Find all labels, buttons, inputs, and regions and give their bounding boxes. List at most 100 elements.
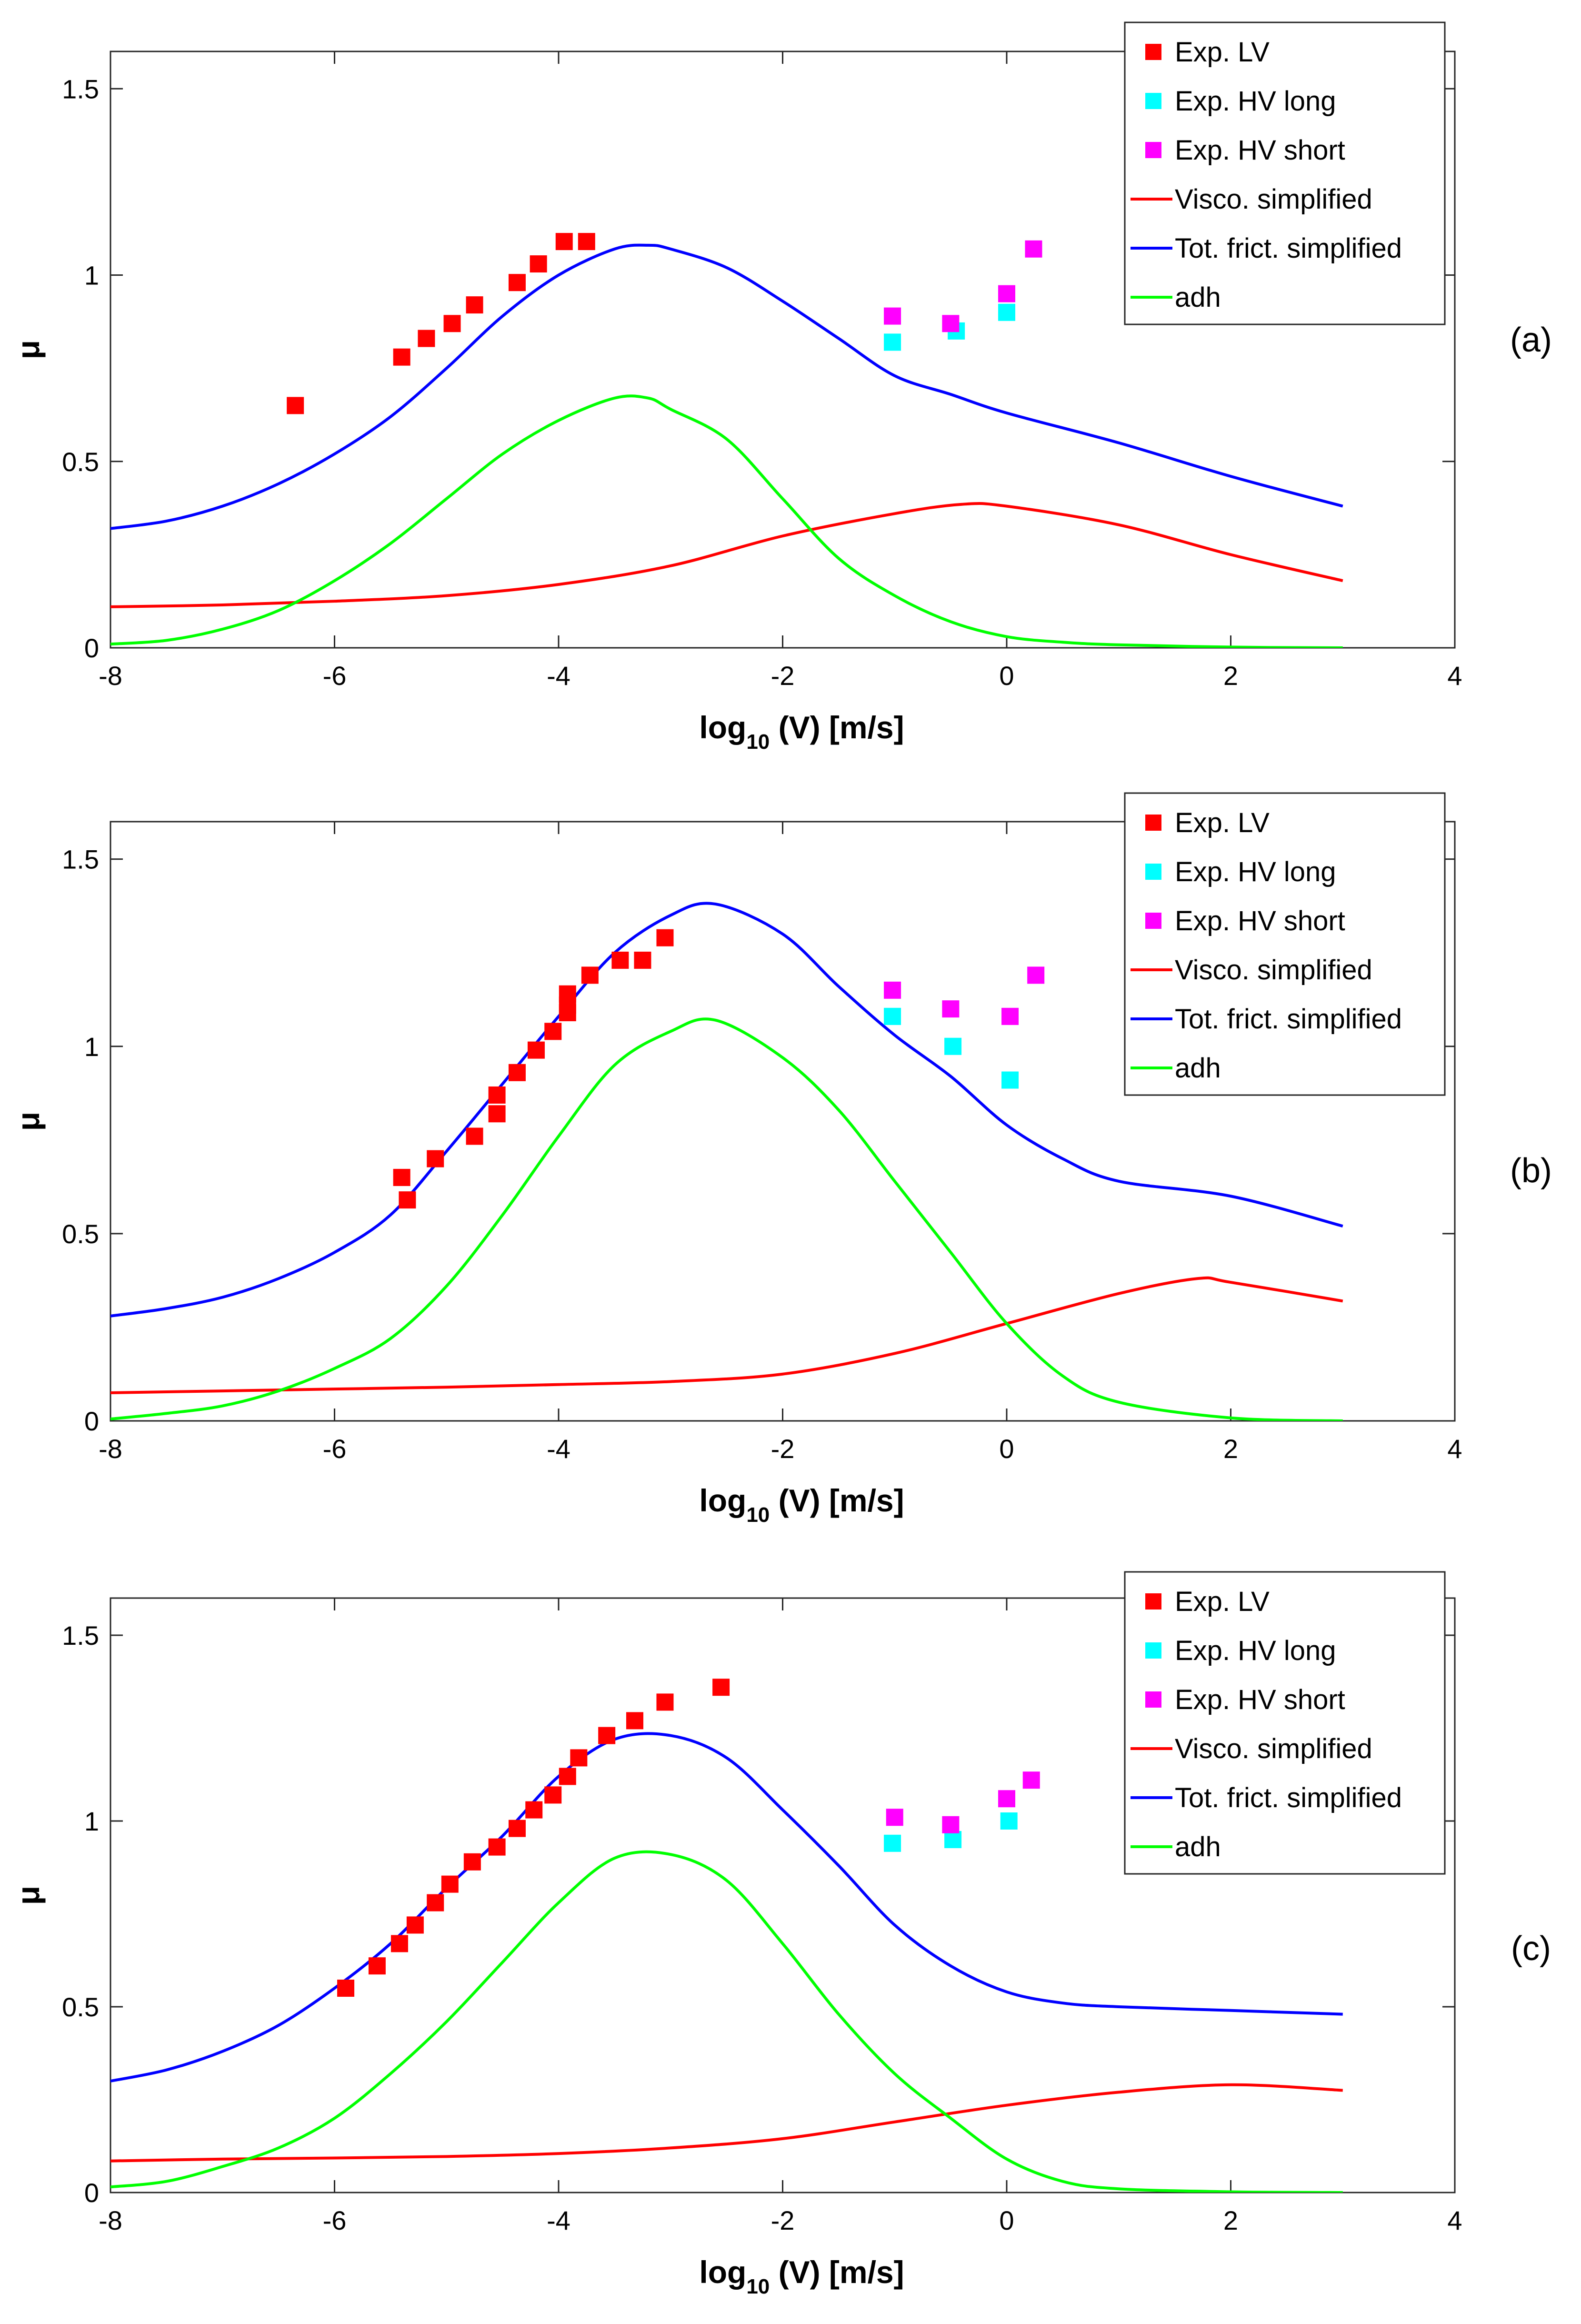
y-tick-label: 1.5	[62, 845, 99, 875]
legend-entry: Exp. HV short	[1175, 135, 1345, 166]
panel-label: (a)	[1510, 321, 1552, 359]
point-exp-lv	[441, 1875, 459, 1893]
x-axis-label: log10 (V) [m/s]	[699, 2254, 904, 2298]
point-exp-hv-long	[884, 1834, 901, 1852]
y-tick-label: 0.5	[62, 447, 99, 477]
chart-panel-a: -8 -6 -4 -2 0 2 4 0 0.5 1 1.5 log10 (V) [m/s] μ Exp. …	[10, 21, 1552, 754]
point-exp-hv-long	[944, 1037, 962, 1055]
legend-marker	[1145, 142, 1161, 158]
point-exp-lv	[578, 233, 595, 251]
legend-marker	[1145, 815, 1161, 831]
point-exp-lv	[634, 951, 651, 969]
point-exp-hv-short	[942, 1000, 960, 1018]
y-tick-label: 0	[84, 633, 99, 663]
legend-marker	[1145, 913, 1161, 929]
legend-marker	[1145, 1642, 1161, 1659]
legend-entry: Visco. simplified	[1175, 1733, 1372, 1764]
x-axis-label-subscript: 10	[746, 730, 770, 754]
point-exp-lv	[427, 1150, 444, 1167]
y-tick-label: 1	[84, 1806, 99, 1836]
point-exp-lv	[406, 1916, 424, 1934]
point-exp-lv	[530, 255, 547, 273]
y-tick-label: 0	[84, 2178, 99, 2208]
legend: Exp. LV Exp. HV long Exp. HV short Visco. s…	[1124, 21, 1446, 325]
x-axis-label-rest: (V) [m/s]	[770, 2254, 904, 2290]
x-tick-label: 0	[999, 661, 1014, 691]
point-exp-hv-short	[1025, 240, 1042, 258]
point-exp-hv-short	[1001, 1007, 1019, 1025]
x-tick-label: -2	[771, 661, 795, 691]
plot-content	[110, 1679, 1343, 2193]
point-exp-hv-long	[944, 1831, 962, 1848]
point-exp-lv	[287, 397, 304, 414]
point-exp-hv-long	[884, 1007, 901, 1025]
point-exp-lv	[368, 1957, 386, 1975]
point-exp-lv	[656, 929, 674, 946]
x-axis-label-main: log	[699, 2254, 746, 2290]
y-tick-label: 0	[84, 1406, 99, 1436]
point-exp-lv	[712, 1679, 730, 1696]
x-tick-label: 2	[1223, 2205, 1238, 2235]
legend: Exp. LV Exp. HV long Exp. HV short Visco. s…	[1124, 1571, 1446, 1875]
x-tick-label: 2	[1223, 661, 1238, 691]
point-exp-hv-long	[998, 303, 1015, 321]
point-exp-lv	[393, 348, 410, 366]
point-exp-hv-short	[884, 307, 901, 325]
x-axis-label-subscript: 10	[746, 2275, 770, 2298]
legend-marker	[1145, 1691, 1161, 1708]
legend-entry: Exp. HV long	[1175, 86, 1336, 117]
y-tick-label: 0.5	[62, 1992, 99, 2022]
point-exp-lv	[527, 1041, 545, 1059]
legend-entry: adh	[1175, 282, 1221, 313]
plot-content	[110, 233, 1343, 648]
legend-entry: Tot. frict. simplified	[1175, 233, 1402, 264]
series-line-tot-frict-simplified	[110, 1732, 1343, 2083]
x-tick-label: -2	[771, 2205, 795, 2235]
point-exp-lv	[488, 1105, 506, 1123]
legend-entry: Exp. LV	[1175, 37, 1270, 68]
series-line-visco-simplified	[110, 2083, 1343, 2163]
x-axis-label: log10 (V) [m/s]	[699, 1483, 904, 1527]
x-tick-label: 0	[999, 2205, 1014, 2235]
legend-marker	[1145, 864, 1161, 880]
x-tick-label: -6	[323, 661, 347, 691]
y-axis-label: μ	[10, 1886, 46, 1905]
legend-marker	[1145, 93, 1161, 109]
x-tick-label: -6	[323, 1434, 347, 1464]
point-exp-hv-short	[1022, 1771, 1040, 1789]
legend-entry: Visco. simplified	[1175, 184, 1372, 215]
legend-marker	[1145, 1593, 1161, 1610]
point-exp-lv	[399, 1191, 416, 1209]
point-exp-lv	[337, 1980, 355, 1997]
x-tick-label: 0	[999, 1434, 1014, 1464]
point-exp-hv-long	[1001, 1071, 1019, 1089]
point-exp-lv	[443, 315, 461, 332]
x-tick-label: -6	[323, 2205, 347, 2235]
point-exp-lv	[611, 951, 629, 969]
x-tick-label: -8	[99, 1434, 122, 1464]
point-exp-hv-short	[1027, 966, 1045, 984]
legend-entry: Tot. frict. simplified	[1175, 1782, 1402, 1813]
y-axis-label: μ	[10, 340, 46, 359]
point-exp-lv	[656, 1693, 674, 1711]
point-exp-lv	[581, 966, 599, 984]
point-exp-hv-short	[942, 1816, 960, 1833]
legend-box	[1124, 792, 1446, 1096]
point-exp-lv	[463, 1853, 481, 1871]
point-exp-lv	[570, 1749, 588, 1767]
series-line-visco-simplified	[110, 502, 1343, 608]
point-exp-lv	[544, 1786, 562, 1804]
point-exp-lv	[390, 1935, 408, 1952]
point-exp-hv-short	[886, 1809, 903, 1826]
legend-entry: Tot. frict. simplified	[1175, 1004, 1402, 1035]
series-line-adh	[110, 1017, 1343, 1421]
point-exp-lv	[598, 1727, 616, 1744]
x-tick-label: -2	[771, 1434, 795, 1464]
point-exp-hv-long	[884, 333, 901, 351]
series-line-adh	[110, 394, 1343, 648]
point-exp-lv	[555, 233, 573, 251]
point-exp-lv	[418, 330, 435, 347]
point-exp-lv	[466, 296, 483, 314]
point-exp-hv-short	[998, 285, 1015, 302]
